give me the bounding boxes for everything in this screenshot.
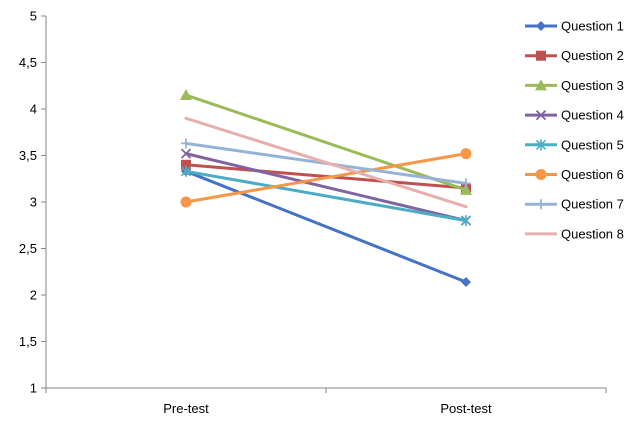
legend-label: Question 1 — [561, 19, 624, 34]
data-point — [181, 159, 191, 170]
legend-item: Question 2 — [525, 48, 624, 63]
legend-marker — [536, 21, 546, 31]
y-tick-label: 2 — [30, 288, 37, 303]
legend-label: Question 7 — [561, 197, 624, 212]
data-point — [180, 165, 192, 177]
data-point — [460, 148, 472, 160]
data-point — [180, 89, 192, 101]
legend-item: Question 7 — [525, 197, 624, 212]
data-point — [460, 215, 472, 227]
series-line — [184, 152, 468, 204]
series-line — [184, 93, 468, 192]
legend-item: Question 3 — [525, 78, 624, 93]
series-8 — [184, 116, 468, 209]
legend-label: Question 5 — [561, 137, 624, 152]
series-line — [184, 116, 468, 209]
legend-item: Question 8 — [525, 226, 624, 241]
legend-marker — [536, 50, 546, 61]
plot-area: 1 1,5 2 2,5 3 3,5 4 4,5 5 Pre-test Post-test — [19, 9, 607, 416]
legend-label: Question 8 — [561, 226, 624, 241]
series-line — [184, 169, 468, 284]
x-tick-label: Pre-test — [163, 401, 209, 416]
data-point — [460, 183, 472, 195]
data-point — [180, 148, 192, 159]
data-point — [461, 276, 471, 287]
legend-item: Question 6 — [525, 167, 624, 182]
series-6 — [180, 148, 472, 208]
series-line — [184, 152, 468, 223]
series-5 — [180, 165, 472, 227]
y-tick-label: 4,5 — [19, 55, 37, 70]
y-tick-label: 5 — [30, 9, 37, 24]
data-point — [461, 178, 471, 189]
legend: Question 1 Question 2 Question 3 Question 4… — [525, 19, 624, 241]
legend-marker — [535, 169, 547, 180]
y-tick-label: 2,5 — [19, 241, 37, 256]
y-tick-label: 4 — [30, 102, 37, 117]
legend-marker — [535, 139, 547, 151]
y-tick-label: 3,5 — [19, 148, 37, 163]
legend-item: Question 5 — [525, 137, 624, 152]
x-tick-label: Post-test — [440, 401, 492, 416]
series-3 — [180, 89, 472, 195]
legend-label: Question 3 — [561, 78, 624, 93]
data-point — [180, 196, 192, 208]
legend-marker — [535, 109, 547, 121]
data-point — [181, 138, 191, 149]
legend-item: Question 1 — [525, 19, 624, 34]
legend-label: Question 6 — [561, 167, 624, 182]
y-tick-label: 1,5 — [19, 334, 37, 349]
legend-marker — [536, 199, 546, 210]
legend-label: Question 4 — [561, 108, 624, 123]
legend-marker — [535, 79, 547, 91]
legend-item: Question 4 — [525, 108, 624, 123]
y-tick-label: 1 — [30, 381, 37, 396]
y-tick-label: 3 — [30, 195, 37, 210]
legend-label: Question 2 — [561, 48, 624, 63]
series-line — [184, 169, 468, 223]
